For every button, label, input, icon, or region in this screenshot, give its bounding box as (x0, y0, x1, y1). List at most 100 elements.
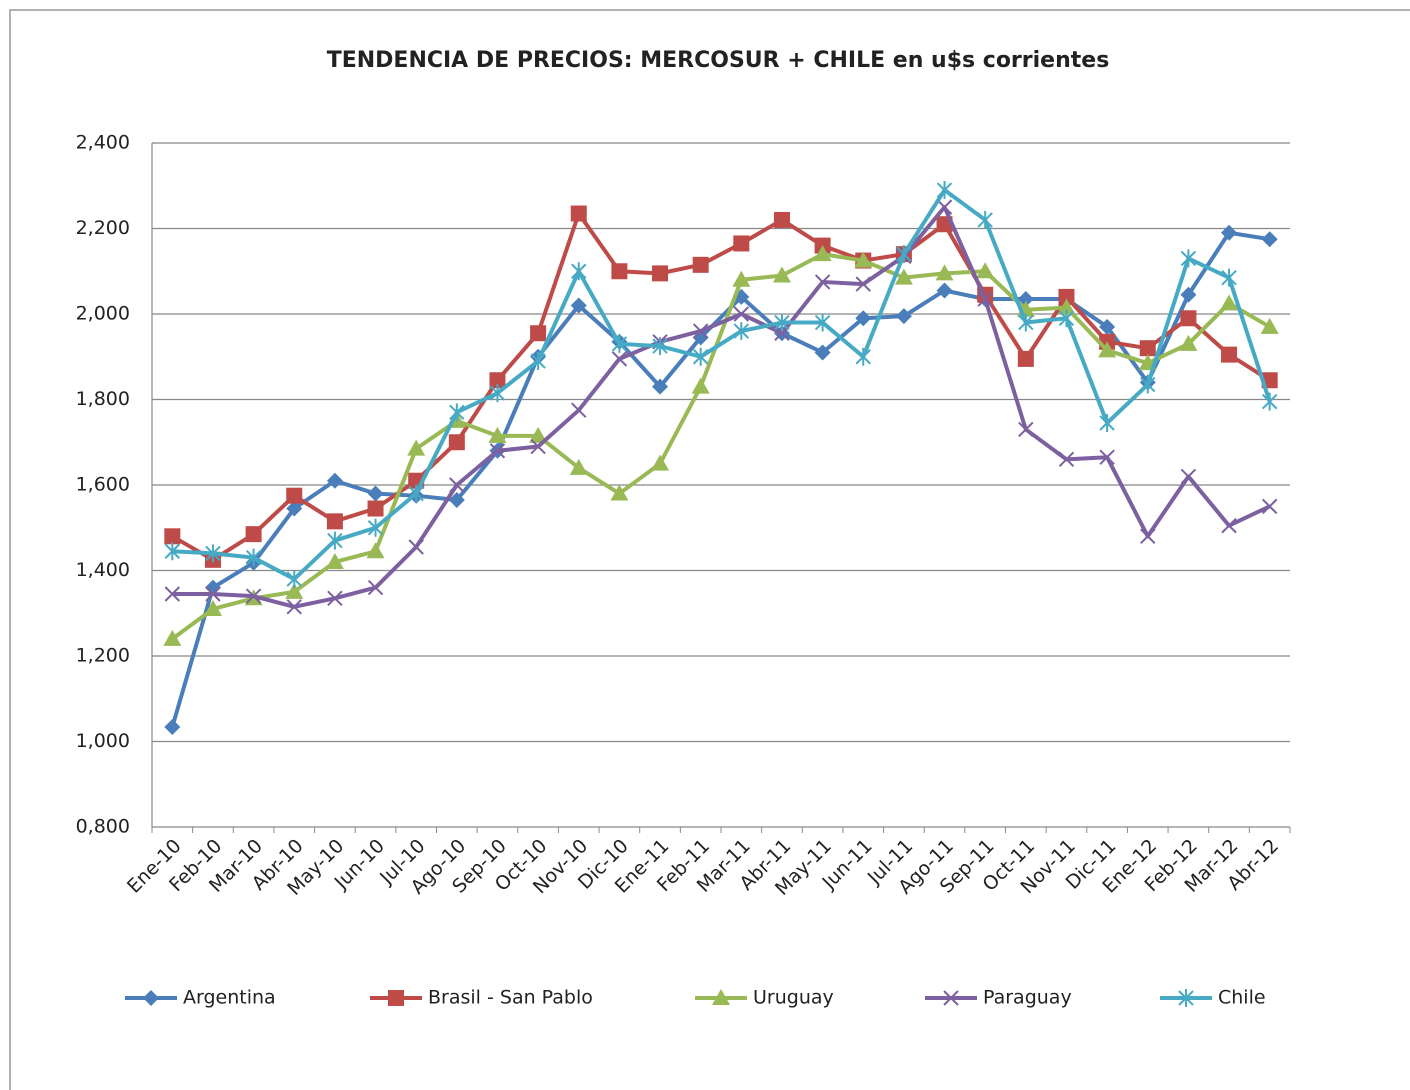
marker (143, 990, 159, 1006)
marker (1017, 291, 1034, 308)
marker (529, 426, 548, 443)
marker (1058, 451, 1075, 468)
marker (571, 262, 587, 281)
legend-label: Brasil - San Pablo (428, 987, 593, 1009)
marker (326, 472, 343, 489)
marker (733, 322, 750, 341)
marker (407, 439, 426, 456)
y-tick-label: 0,800 (76, 816, 130, 838)
marker (327, 531, 343, 550)
legend-label: Argentina (183, 987, 276, 1009)
marker (489, 384, 506, 403)
marker (1099, 318, 1116, 335)
marker (367, 518, 384, 537)
chart-frame (9, 9, 1410, 1090)
marker (936, 181, 953, 200)
marker (530, 325, 547, 342)
marker (976, 262, 995, 279)
marker (814, 274, 831, 290)
marker (489, 372, 506, 389)
marker (1261, 498, 1278, 515)
series-line (171, 211, 1271, 562)
marker (448, 491, 465, 508)
marker (367, 579, 384, 596)
marker (774, 313, 790, 332)
y-tick-label: 1,200 (76, 645, 130, 667)
marker (1099, 414, 1115, 433)
marker (977, 210, 993, 229)
marker (691, 377, 710, 394)
marker (854, 251, 873, 268)
marker (1180, 286, 1197, 303)
marker (855, 347, 871, 366)
marker (204, 579, 221, 596)
legend-label: Paraguay (983, 987, 1072, 1009)
marker (1179, 334, 1198, 351)
marker (1221, 517, 1237, 534)
marker (245, 588, 262, 604)
marker (1018, 421, 1034, 438)
marker (245, 548, 262, 567)
marker (570, 205, 587, 222)
marker (205, 586, 221, 602)
y-tick-label: 2,000 (76, 303, 130, 325)
marker (449, 403, 465, 422)
marker (570, 297, 587, 314)
marker (712, 989, 730, 1005)
marker (651, 454, 670, 471)
marker (388, 990, 404, 1006)
marker (164, 718, 181, 735)
marker (652, 337, 668, 356)
marker (610, 484, 629, 501)
marker (611, 351, 628, 367)
marker (1180, 310, 1197, 327)
marker (1261, 392, 1278, 411)
y-tick-label: 2,200 (76, 217, 130, 239)
series-line (170, 230, 1270, 728)
marker (935, 264, 954, 281)
marker (205, 544, 221, 563)
marker (1221, 224, 1238, 241)
marker (449, 477, 465, 493)
marker (325, 552, 344, 569)
series-line (172, 205, 1271, 609)
marker (327, 590, 343, 606)
marker (1140, 528, 1156, 545)
marker (692, 256, 709, 273)
marker (896, 245, 912, 264)
marker (1178, 989, 1194, 1007)
marker (1180, 468, 1197, 485)
marker (1058, 288, 1075, 305)
marker (203, 599, 222, 616)
y-tick-label: 1,600 (76, 474, 130, 496)
marker (164, 528, 181, 545)
marker (1099, 449, 1115, 465)
marker (894, 268, 913, 285)
marker (569, 458, 588, 475)
chart-title: TENDENCIA DE PRECIOS: MERCOSUR + CHILE e… (327, 48, 1110, 73)
marker (164, 542, 181, 561)
marker (1221, 346, 1238, 363)
marker (855, 276, 871, 292)
marker (1057, 298, 1076, 315)
marker (286, 500, 303, 517)
series-line (171, 252, 1271, 641)
marker (1180, 249, 1197, 268)
y-tick-label: 1,000 (76, 730, 130, 752)
marker (733, 306, 750, 322)
marker (163, 629, 182, 646)
marker (286, 570, 302, 589)
marker (977, 291, 993, 307)
marker (732, 270, 751, 287)
marker (1261, 231, 1278, 248)
marker (1260, 317, 1279, 334)
marker (772, 266, 791, 283)
marker (448, 434, 465, 451)
marker (285, 582, 304, 599)
marker (611, 334, 628, 353)
marker (1221, 268, 1237, 287)
series-line (172, 188, 1272, 582)
marker (489, 443, 506, 459)
marker (814, 313, 831, 332)
